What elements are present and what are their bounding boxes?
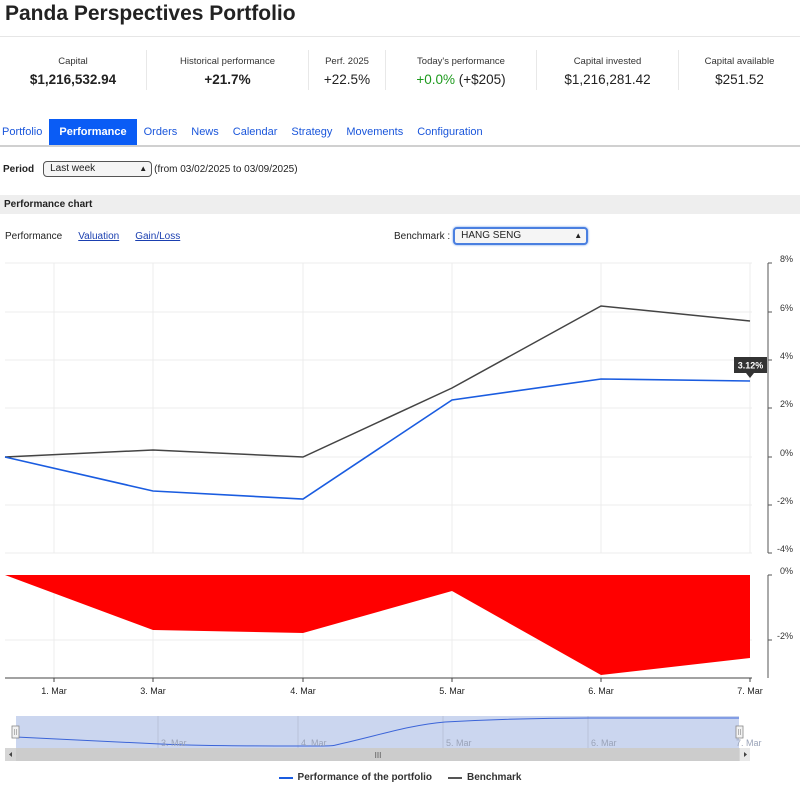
section-header-performance-chart: Performance chart: [0, 195, 800, 214]
y-tick-6: 6%: [780, 303, 793, 313]
tab-performance[interactable]: Performance: [49, 119, 137, 145]
stat-label: Today's performance: [417, 56, 505, 67]
navigator-selected-range: [16, 716, 739, 748]
drawdown-area: [5, 575, 750, 675]
legend-swatch-benchmark-icon: [447, 776, 462, 779]
period-row: Period Last week ▲ (from 03/02/2025 to 0…: [3, 161, 298, 177]
stats-bar: Capital $1,216,532.94 Historical perform…: [0, 50, 800, 96]
svg-text:7. Mar: 7. Mar: [736, 738, 762, 748]
period-label: Period: [3, 163, 35, 175]
chart-view-tabs: Performance Valuation Gain/Loss: [5, 231, 180, 242]
x-tick: 1. Mar: [41, 686, 67, 696]
stat-value: +0.0% (+$205): [386, 72, 536, 87]
stat-perf-2025: Perf. 2025 +22.5%: [309, 50, 386, 90]
portfolio-line: [4, 378, 751, 500]
x-tick: 3. Mar: [140, 686, 166, 696]
stat-label: Historical performance: [179, 56, 276, 67]
tab-news[interactable]: News: [191, 126, 219, 138]
chart-tab-performance[interactable]: Performance: [5, 231, 63, 242]
x-axis: 1. Mar 3. Mar 4. Mar 5. Mar 6. Mar 7. Ma…: [5, 677, 763, 696]
legend-label: Benchmark: [466, 772, 522, 783]
header-divider: [0, 36, 800, 37]
tab-movements[interactable]: Movements: [346, 126, 404, 138]
drawdown-y-axis: 0% -2%: [767, 566, 793, 678]
y-tick-8: 8%: [780, 254, 793, 264]
scroll-right-arrow-icon: [744, 752, 747, 757]
navigator-left-handle[interactable]: [11, 725, 20, 739]
stat-label: Perf. 2025: [325, 56, 369, 67]
tab-calendar[interactable]: Calendar: [232, 126, 278, 138]
y-tick-neg2: -2%: [777, 496, 793, 506]
legend-swatch-portfolio-icon: [278, 776, 293, 779]
tab-orders[interactable]: Orders: [143, 126, 178, 138]
x-tick: 5. Mar: [439, 686, 465, 696]
chart-tab-gain-loss[interactable]: Gain/Loss: [135, 231, 181, 242]
page-title: Panda Perspectives Portfolio: [5, 2, 296, 25]
range-navigator[interactable]: 3. Mar 4. Mar 5. Mar 6. Mar 7. Mar: [5, 716, 762, 748]
select-arrows-icon: ▲: [574, 231, 583, 240]
value-tooltip: 3.12%: [734, 357, 767, 378]
tab-configuration[interactable]: Configuration: [417, 126, 483, 138]
stat-capital-available: Capital available $251.52: [679, 50, 800, 90]
stat-todays-performance: Today's performance +0.0% (+$205): [386, 50, 537, 90]
y-tick-neg4: -4%: [777, 544, 793, 554]
dd-y-tick-0: 0%: [780, 566, 793, 576]
period-select-value: Last week: [50, 163, 96, 174]
tooltip-text: 3.12%: [738, 361, 764, 371]
navigator-series: [15, 717, 739, 747]
y-tick-4: 4%: [780, 351, 793, 361]
legend-item-benchmark[interactable]: Benchmark: [447, 772, 522, 783]
period-range-text: (from 03/02/2025 to 03/09/2025): [154, 163, 298, 175]
legend-label: Performance of the portfolio: [297, 772, 432, 783]
scroll-left-arrow-icon: [9, 752, 12, 757]
today-pct: +0.0%: [416, 72, 455, 87]
y-tick-2: 2%: [780, 399, 793, 409]
stat-capital: Capital $1,216,532.94: [0, 50, 147, 90]
today-amount: (+$205): [458, 72, 506, 87]
chart-legend: Performance of the portfolio Benchmark: [0, 772, 800, 783]
main-gridlines: [5, 262, 752, 554]
benchmark-select-value: HANG SENG: [461, 230, 522, 241]
scrollbar-thumb: [16, 748, 739, 761]
main-y-axis: 8% 6% 4% 2% 0% -2% -4%: [767, 254, 793, 554]
legend-item-portfolio[interactable]: Performance of the portfolio: [278, 772, 432, 783]
benchmark-row: Benchmark : HANG SENG ▲: [394, 227, 589, 245]
performance-chart: 8% 6% 4% 2% 0% -2% -4% 3.12% 0% -2%: [4, 254, 793, 761]
tab-portfolio[interactable]: Portfolio: [2, 126, 43, 138]
stat-label: Capital invested: [573, 56, 642, 67]
stat-historical-performance: Historical performance +21.7%: [147, 50, 309, 90]
stat-value: +21.7%: [204, 72, 251, 87]
stat-value: $1,216,281.42: [564, 72, 651, 87]
x-tick: 7. Mar: [737, 686, 763, 696]
svg-text:3. Mar: 3. Mar: [161, 738, 187, 748]
stat-capital-invested: Capital invested $1,216,281.42: [537, 50, 679, 90]
stat-label: Capital: [58, 56, 88, 67]
stat-label: Capital available: [704, 56, 775, 67]
stat-value: $251.52: [715, 72, 764, 87]
benchmark-label: Benchmark :: [394, 230, 451, 242]
svg-text:5. Mar: 5. Mar: [446, 738, 472, 748]
select-arrows-icon: ▲: [139, 164, 148, 173]
tab-strategy[interactable]: Strategy: [291, 126, 333, 138]
navigator-right-handle[interactable]: [735, 725, 744, 739]
stat-value: $1,216,532.94: [29, 72, 117, 87]
navigator-scrollbar[interactable]: III: [5, 748, 750, 761]
nav-tabs: Portfolio Performance Orders News Calend…: [0, 119, 800, 147]
scrollbar-grip-icon: III: [375, 751, 382, 760]
svg-text:6. Mar: 6. Mar: [591, 738, 617, 748]
dd-y-tick-neg2: -2%: [777, 631, 793, 641]
chart-tab-valuation[interactable]: Valuation: [78, 231, 120, 242]
y-tick-0: 0%: [780, 448, 793, 458]
x-tick: 4. Mar: [290, 686, 316, 696]
stat-value: +22.5%: [323, 72, 371, 87]
svg-text:4. Mar: 4. Mar: [301, 738, 327, 748]
period-select[interactable]: Last week ▲: [43, 161, 153, 177]
benchmark-select[interactable]: HANG SENG ▲: [453, 227, 589, 245]
benchmark-line: [4, 305, 751, 458]
x-tick: 6. Mar: [588, 686, 614, 696]
